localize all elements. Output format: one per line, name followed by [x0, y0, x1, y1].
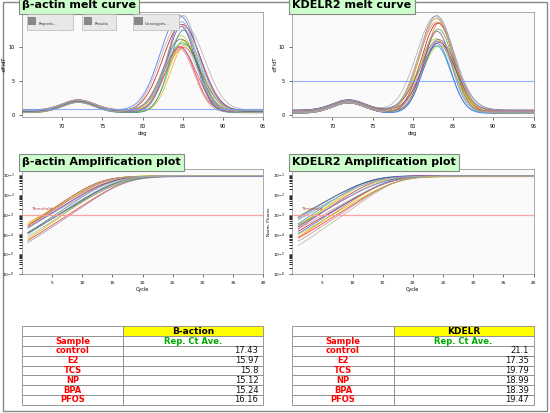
Bar [22, 326, 123, 336]
Text: NP: NP [66, 376, 79, 385]
Bar [22, 375, 123, 385]
Bar [22, 356, 123, 366]
Bar [292, 385, 394, 395]
Text: E2: E2 [337, 356, 349, 365]
Bar [394, 366, 534, 375]
Bar [292, 375, 394, 385]
Bar [123, 366, 263, 375]
Text: NP: NP [337, 376, 349, 385]
Bar [292, 395, 394, 405]
Text: BPA: BPA [334, 386, 352, 394]
Text: β-actin melt curve: β-actin melt curve [22, 0, 136, 10]
Text: 21.1: 21.1 [510, 347, 529, 356]
Text: β-actin Amplification plot: β-actin Amplification plot [22, 157, 180, 167]
Y-axis label: Norm. Fluoro.: Norm. Fluoro. [0, 207, 1, 236]
Text: Threshold: Threshold [31, 206, 53, 211]
Bar [292, 366, 394, 375]
Text: PFOS: PFOS [331, 395, 355, 404]
Bar [292, 336, 394, 346]
Text: 19.47: 19.47 [505, 395, 529, 404]
Text: KDELR2 melt curve: KDELR2 melt curve [292, 0, 411, 10]
Bar [292, 356, 394, 366]
Bar [292, 346, 394, 356]
Y-axis label: Norm. Fluoro.: Norm. Fluoro. [267, 207, 271, 236]
Text: KDELR2 Amplification plot: KDELR2 Amplification plot [292, 157, 456, 167]
Y-axis label: -dF/dT: -dF/dT [2, 57, 7, 72]
Bar [394, 326, 534, 336]
X-axis label: deg: deg [408, 131, 417, 136]
Text: Threshold: Threshold [301, 206, 323, 211]
Bar [394, 385, 534, 395]
Bar [394, 336, 534, 346]
Text: 15.8: 15.8 [240, 366, 258, 375]
Bar [123, 346, 263, 356]
Text: Sample: Sample [326, 337, 360, 346]
Bar [123, 375, 263, 385]
Text: 17.43: 17.43 [234, 347, 258, 356]
Bar [123, 326, 263, 336]
Text: 15.97: 15.97 [235, 356, 258, 365]
Text: control: control [56, 347, 90, 356]
Text: 15.12: 15.12 [235, 376, 258, 385]
Bar [123, 336, 263, 346]
Bar [123, 395, 263, 405]
Bar [394, 375, 534, 385]
Bar [22, 385, 123, 395]
Text: 18.99: 18.99 [505, 376, 529, 385]
Bar [22, 366, 123, 375]
Text: 17.35: 17.35 [505, 356, 529, 365]
Bar [292, 326, 394, 336]
X-axis label: deg: deg [138, 131, 147, 136]
Text: 15.24: 15.24 [235, 386, 258, 394]
Bar [394, 346, 534, 356]
Bar [22, 336, 123, 346]
Text: BPA: BPA [64, 386, 82, 394]
Y-axis label: -dF/dT: -dF/dT [272, 57, 277, 72]
Text: control: control [326, 347, 360, 356]
X-axis label: Cycle: Cycle [136, 287, 149, 292]
Text: Sample: Sample [55, 337, 90, 346]
Text: Rep. Ct Ave.: Rep. Ct Ave. [434, 337, 493, 346]
Bar [394, 356, 534, 366]
Text: 16.16: 16.16 [234, 395, 258, 404]
Bar [123, 385, 263, 395]
Text: 18.39: 18.39 [505, 386, 529, 394]
Text: TCS: TCS [334, 366, 352, 375]
X-axis label: Cycle: Cycle [406, 287, 420, 292]
Text: B-action: B-action [172, 327, 214, 336]
Bar [22, 346, 123, 356]
Text: TCS: TCS [64, 366, 82, 375]
Text: 19.79: 19.79 [505, 366, 529, 375]
Bar [123, 356, 263, 366]
Bar [394, 395, 534, 405]
Text: PFOS: PFOS [60, 395, 85, 404]
Text: KDELR: KDELR [447, 327, 480, 336]
Bar [22, 395, 123, 405]
Text: Rep. Ct Ave.: Rep. Ct Ave. [164, 337, 222, 346]
Text: E2: E2 [67, 356, 79, 365]
